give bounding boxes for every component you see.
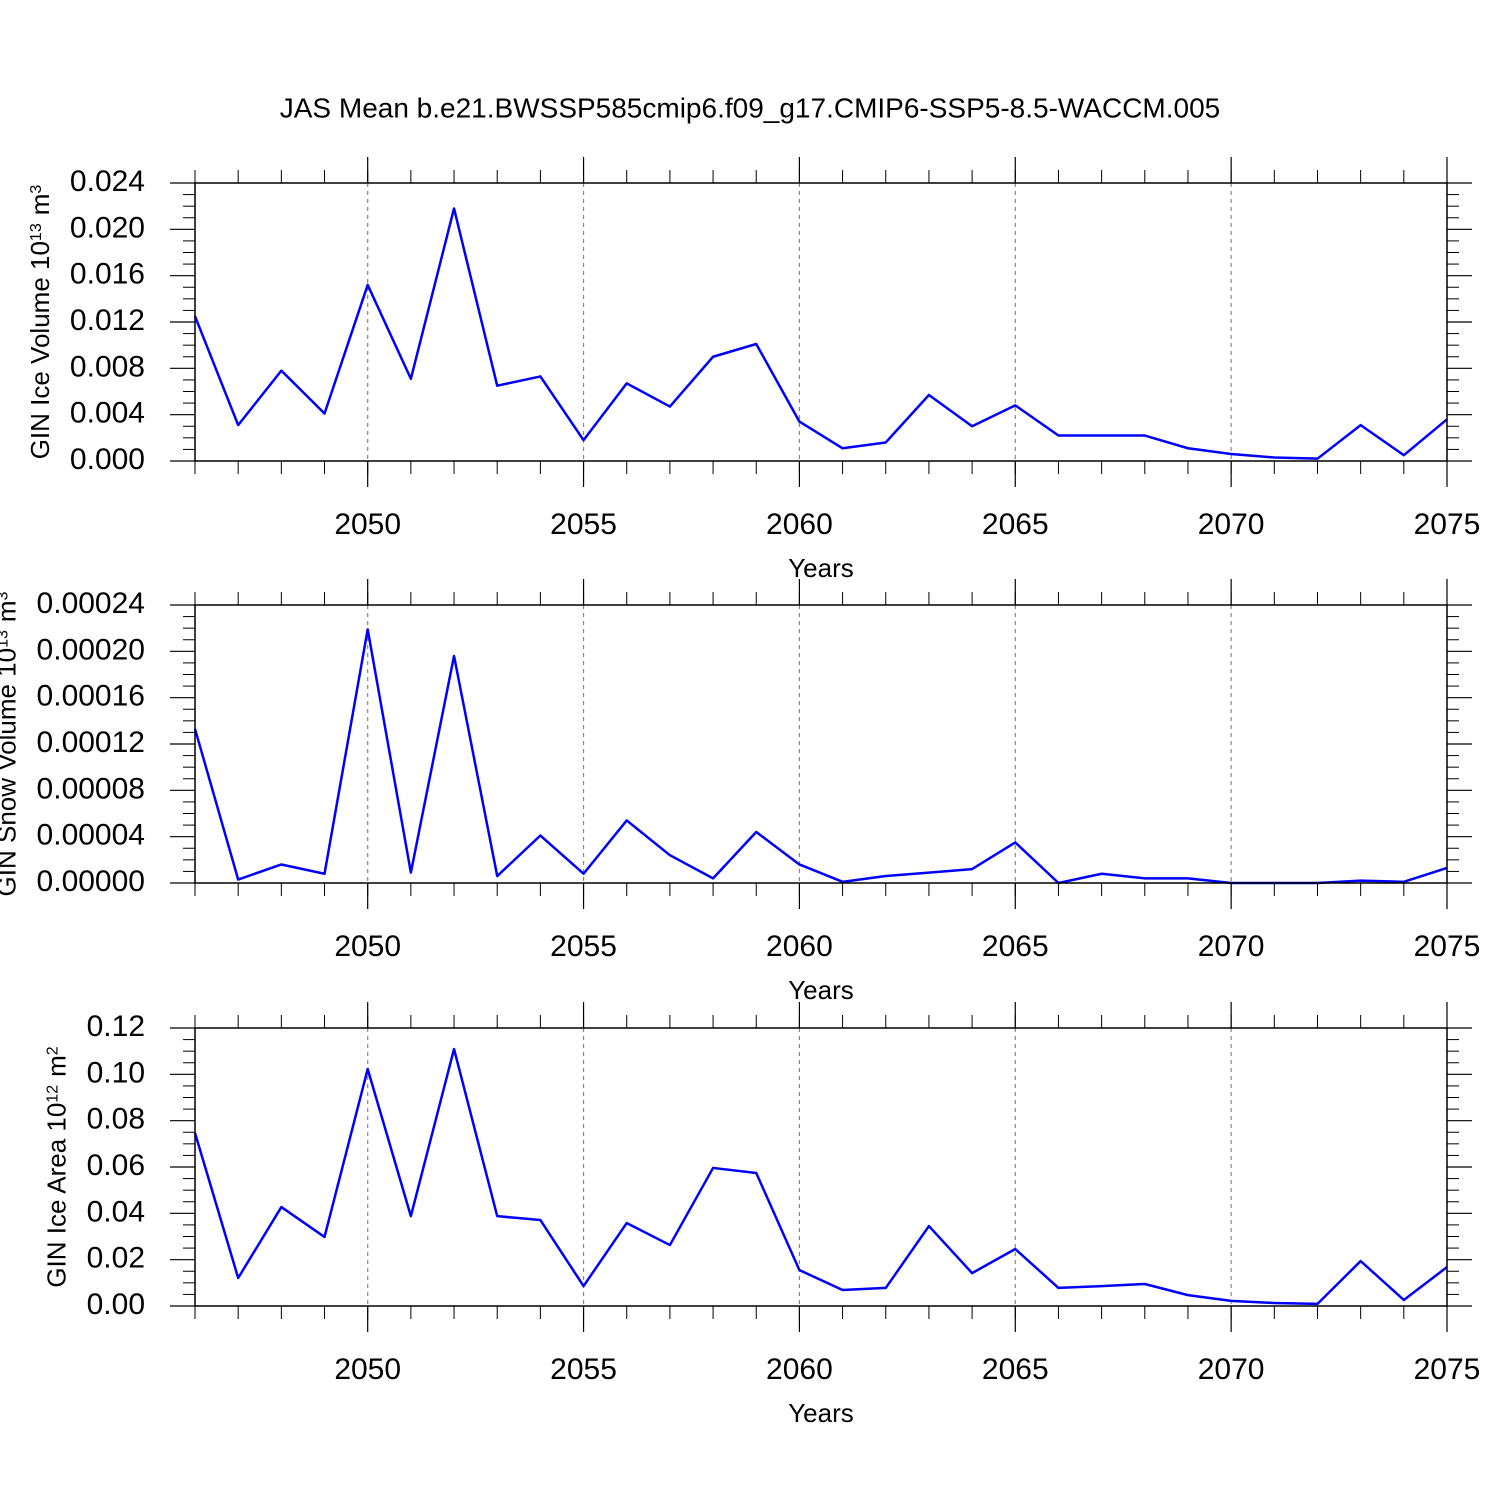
y-axis-label: GIN Ice Area 1012 m2 <box>42 1046 72 1287</box>
y-tick-label: 0.00024 <box>37 587 145 620</box>
y-tick-label: 0.004 <box>70 397 145 430</box>
y-axis-label-unit: m <box>0 600 22 622</box>
y-tick-label: 0.00 <box>87 1288 145 1321</box>
panel: 0.00000 0.00004 0.00008 0.00012 0.00016 0.000… <box>0 579 1480 1005</box>
y-tick-label: 0.020 <box>70 211 145 244</box>
y-axis-label-text: GIN Snow Volume 10 <box>0 648 22 897</box>
x-axis-label: Years <box>788 1398 854 1428</box>
x-tick-label: 2065 <box>982 930 1049 963</box>
x-tick-label: 2065 <box>982 508 1049 541</box>
x-tick-label: 2055 <box>550 1353 617 1386</box>
y-tick-label: 0.06 <box>87 1149 145 1182</box>
x-tick-label: 2055 <box>550 930 617 963</box>
x-tick-label: 2070 <box>1198 1353 1265 1386</box>
plot-frame <box>194 1027 1448 1307</box>
x-tick-label: 2050 <box>334 508 401 541</box>
y-tick-label: 0.00012 <box>37 726 145 759</box>
y-axis-label-text: GIN Ice Volume 10 <box>25 241 55 459</box>
data-line <box>193 1047 1448 1306</box>
y-axis-label-exponent: 12 <box>44 1085 61 1103</box>
plot-frame <box>194 182 1448 462</box>
y-tick-label: 0.00016 <box>37 680 145 713</box>
y-tick-label: 0.10 <box>87 1056 145 1089</box>
y-axis-label-unit-exponent: 3 <box>0 591 11 600</box>
y-tick-label: 0.00004 <box>37 819 145 852</box>
x-tick-label: 2060 <box>766 930 833 963</box>
panel: 0.000 0.004 0.008 0.012 0.016 0.020 0.024 2050 2… <box>25 157 1480 583</box>
x-tick-label: 2050 <box>334 930 401 963</box>
y-tick-label: 0.08 <box>87 1103 145 1136</box>
y-axis-label: GIN Ice Volume 1013 m3 <box>25 185 55 460</box>
y-tick-label: 0.12 <box>87 1010 145 1043</box>
x-tick-label: 2075 <box>1414 930 1481 963</box>
y-axis-label-text: GIN Ice Area 10 <box>42 1103 72 1288</box>
y-tick-label: 0.012 <box>70 304 145 337</box>
x-tick-label: 2075 <box>1414 508 1481 541</box>
data-line <box>193 628 1448 885</box>
x-tick-label: 2060 <box>766 508 833 541</box>
x-tick-label: 2070 <box>1198 930 1265 963</box>
y-axis-label-unit: m <box>25 194 55 216</box>
x-tick-label: 2060 <box>766 1353 833 1386</box>
y-tick-label: 0.00008 <box>37 772 145 805</box>
y-axis-label: GIN Snow Volume 1013 m3 <box>0 591 22 896</box>
x-tick-label: 2055 <box>550 508 617 541</box>
panel: 0.00 0.02 0.04 0.06 0.08 0.10 0.12 2050 2055 2060… <box>42 1002 1481 1428</box>
x-tick-label: 2065 <box>982 1353 1049 1386</box>
x-tick-label: 2050 <box>334 1353 401 1386</box>
y-tick-label: 0.016 <box>70 258 145 291</box>
y-tick-label: 0.04 <box>87 1195 145 1228</box>
x-tick-label: 2070 <box>1198 508 1265 541</box>
y-tick-label: 0.00000 <box>37 865 145 898</box>
y-tick-label: 0.02 <box>87 1242 145 1275</box>
chart-title: JAS Mean b.e21.BWSSP585cmip6.f09_g17.CMI… <box>280 92 1221 123</box>
y-axis-label-unit-exponent: 3 <box>27 185 44 194</box>
x-axis-label: Years <box>788 975 854 1005</box>
x-tick-label: 2075 <box>1414 1353 1481 1386</box>
y-axis-label-exponent: 13 <box>27 223 44 241</box>
x-axis-label: Years <box>788 553 854 583</box>
data-line <box>193 207 1448 460</box>
y-axis-label-unit: m <box>42 1055 72 1077</box>
plot-frame <box>194 604 1448 884</box>
y-tick-label: 0.008 <box>70 350 145 383</box>
y-tick-label: 0.00020 <box>37 633 145 666</box>
y-axis-label-exponent: 13 <box>0 630 11 648</box>
y-axis-label-unit-exponent: 2 <box>44 1046 61 1055</box>
y-tick-label: 0.000 <box>70 443 145 476</box>
y-tick-label: 0.024 <box>70 165 145 198</box>
